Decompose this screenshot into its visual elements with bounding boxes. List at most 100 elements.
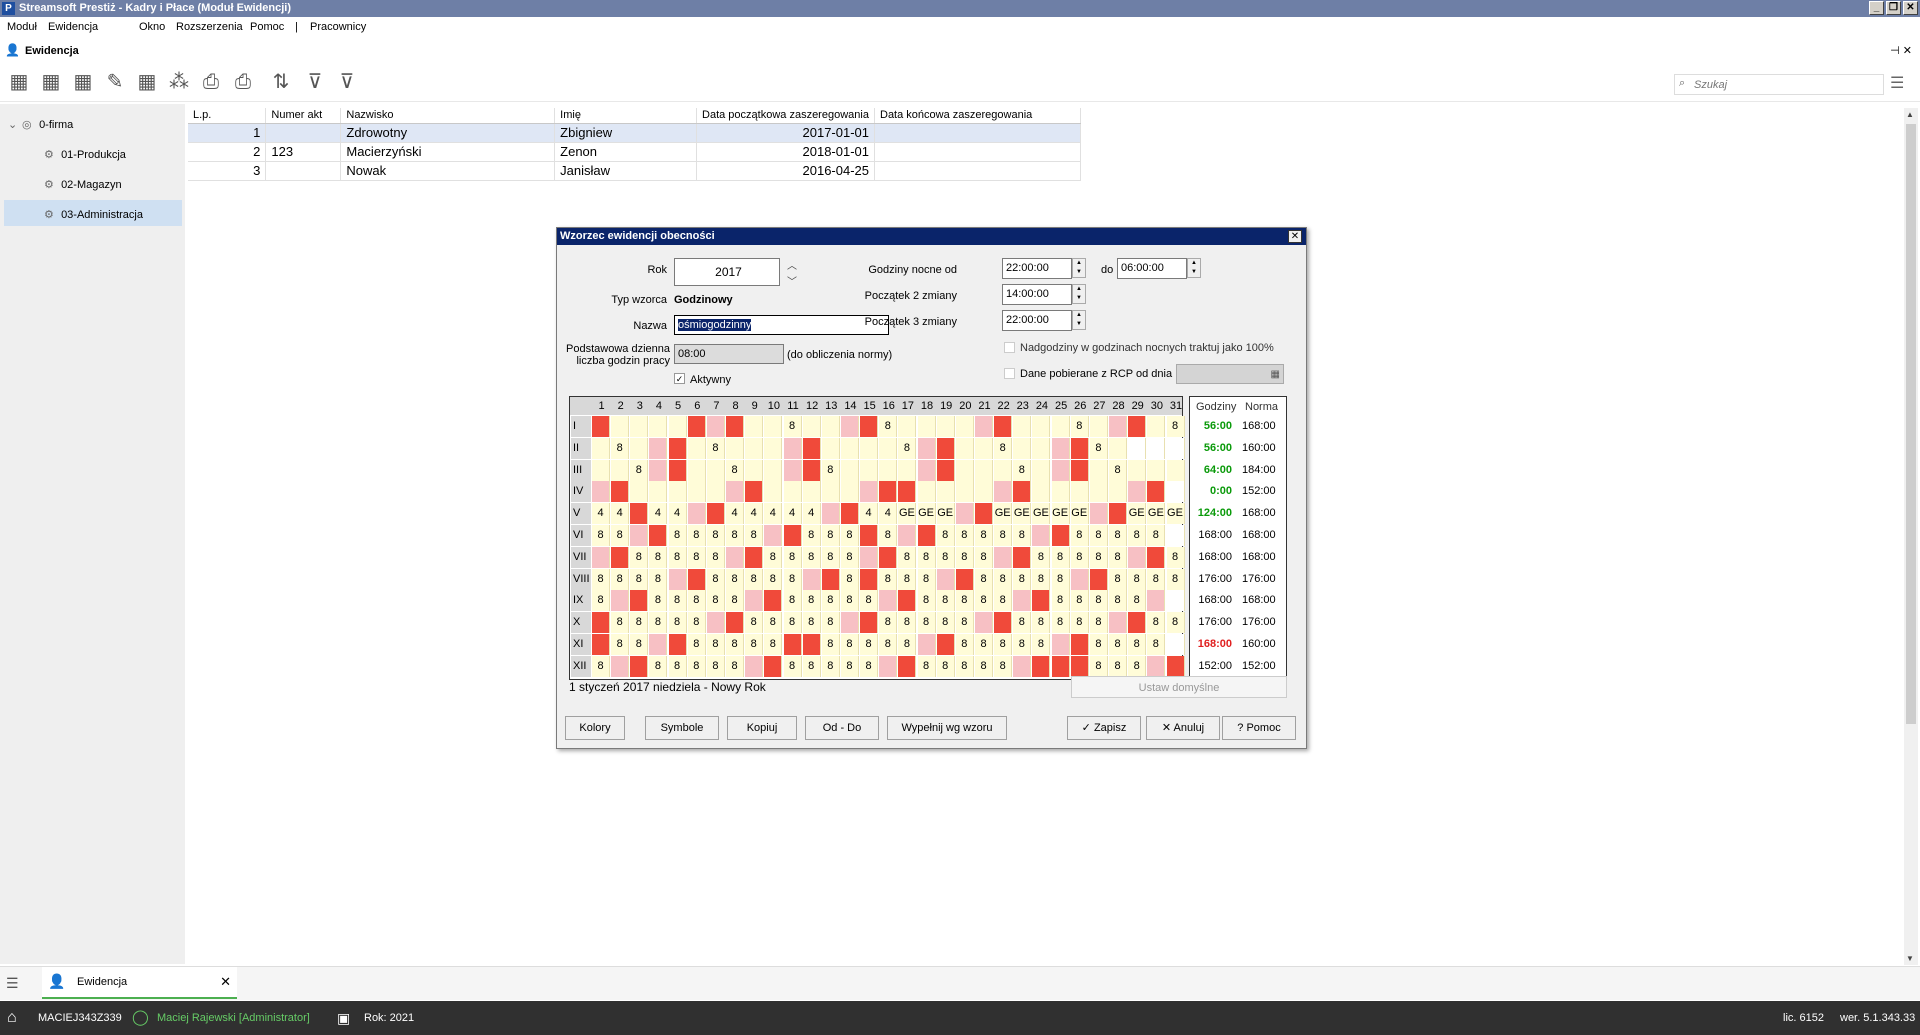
day-cell[interactable]: GE xyxy=(1128,503,1147,525)
day-cell[interactable]: 8 xyxy=(1089,612,1108,634)
day-cell[interactable]: 8 xyxy=(783,655,802,677)
minimize-button[interactable]: _ xyxy=(1869,1,1884,15)
day-cell[interactable]: 8 xyxy=(840,655,859,677)
day-cell[interactable] xyxy=(668,481,687,503)
day-cell[interactable] xyxy=(630,481,649,503)
day-cell[interactable]: 8 xyxy=(668,612,687,634)
year-down-icon[interactable]: ﹀ xyxy=(787,277,797,288)
day-cell[interactable] xyxy=(783,525,802,546)
od-do-button[interactable]: Od - Do xyxy=(805,716,879,740)
day-cell[interactable]: 8 xyxy=(764,546,783,568)
day-cell[interactable] xyxy=(994,416,1013,437)
day-cell[interactable] xyxy=(1089,481,1108,503)
day-cell[interactable]: 4 xyxy=(726,503,745,525)
day-cell[interactable] xyxy=(649,416,668,437)
day-cell[interactable] xyxy=(1147,416,1166,437)
day-cell[interactable] xyxy=(917,416,936,437)
day-cell[interactable] xyxy=(1032,481,1051,503)
day-cell[interactable] xyxy=(706,481,725,503)
day-cell[interactable]: 8 xyxy=(1089,634,1108,655)
day-cell[interactable] xyxy=(821,568,840,590)
day-cell[interactable]: 8 xyxy=(936,655,955,677)
day-cell[interactable] xyxy=(1013,481,1032,503)
day-cell[interactable] xyxy=(668,437,687,459)
day-cell[interactable]: 8 xyxy=(630,568,649,590)
day-cell[interactable] xyxy=(840,612,859,634)
day-cell[interactable] xyxy=(1070,459,1089,481)
day-cell[interactable]: 8 xyxy=(745,634,764,655)
day-cell[interactable] xyxy=(879,481,898,503)
day-cell[interactable]: 8 xyxy=(1013,525,1032,546)
close-tab-icon[interactable]: ✕ xyxy=(220,974,231,989)
day-cell[interactable] xyxy=(975,503,993,525)
day-cell[interactable] xyxy=(764,590,783,612)
day-cell[interactable]: GE xyxy=(898,503,917,525)
day-cell[interactable]: 8 xyxy=(917,612,936,634)
day-cell[interactable] xyxy=(592,416,610,437)
day-cell[interactable]: 4 xyxy=(879,503,898,525)
day-cell[interactable] xyxy=(687,416,706,437)
day-cell[interactable] xyxy=(726,437,745,459)
restore-button[interactable]: ❐ xyxy=(1886,1,1901,15)
group-icon[interactable]: ⁂ xyxy=(169,71,189,93)
day-cell[interactable] xyxy=(1051,416,1070,437)
day-cell[interactable]: 8 xyxy=(687,546,706,568)
day-cell[interactable]: 8 xyxy=(898,634,917,655)
day-cell[interactable]: GE xyxy=(1013,503,1032,525)
day-cell[interactable] xyxy=(706,459,725,481)
day-cell[interactable] xyxy=(706,612,725,634)
menu-modul[interactable]: Moduł xyxy=(7,21,37,33)
table-row[interactable]: 2 123 Macierzyński Zenon 2018-01-01 xyxy=(188,142,1081,162)
day-cell[interactable]: 8 xyxy=(592,655,610,677)
day-cell[interactable]: 8 xyxy=(898,612,917,634)
year-up-icon[interactable]: ︿ xyxy=(787,261,797,272)
day-cell[interactable]: 8 xyxy=(1070,525,1089,546)
schedule-icon[interactable]: ▦ xyxy=(137,71,157,93)
day-cell[interactable] xyxy=(936,459,955,481)
day-cell[interactable]: 8 xyxy=(975,568,993,590)
day-cell[interactable] xyxy=(745,437,764,459)
day-cell[interactable]: 8 xyxy=(840,590,859,612)
day-cell[interactable]: 8 xyxy=(1147,525,1166,546)
nocne-od-field[interactable]: 22:00:00 xyxy=(1002,258,1072,279)
day-cell[interactable]: 8 xyxy=(840,546,859,568)
day-cell[interactable]: 8 xyxy=(649,568,668,590)
day-cell[interactable] xyxy=(783,459,802,481)
ustaw-domyslne-button[interactable]: Ustaw domyślne xyxy=(1071,676,1287,698)
day-cell[interactable]: 8 xyxy=(706,568,725,590)
day-cell[interactable]: 8 xyxy=(745,568,764,590)
col-numer-akt[interactable]: Numer akt xyxy=(265,108,342,124)
day-cell[interactable]: 8 xyxy=(917,546,936,568)
calendar-edit-icon[interactable]: ▦ xyxy=(41,71,61,93)
day-cell[interactable]: 8 xyxy=(879,525,898,546)
day-cell[interactable] xyxy=(1013,590,1032,612)
day-cell[interactable]: 8 xyxy=(706,525,725,546)
day-cell[interactable]: 8 xyxy=(1089,590,1108,612)
day-cell[interactable]: 8 xyxy=(994,437,1013,459)
day-cell[interactable] xyxy=(879,546,898,568)
day-cell[interactable]: 8 xyxy=(917,590,936,612)
day-cell[interactable] xyxy=(592,612,610,634)
day-cell[interactable]: 8 xyxy=(726,634,745,655)
day-cell[interactable] xyxy=(917,481,936,503)
day-cell[interactable] xyxy=(936,416,955,437)
day-cell[interactable] xyxy=(1109,503,1128,525)
day-cell[interactable] xyxy=(687,503,706,525)
day-cell[interactable] xyxy=(649,437,668,459)
day-cell[interactable]: 8 xyxy=(726,590,745,612)
day-cell[interactable]: 8 xyxy=(611,568,630,590)
kolory-button[interactable]: Kolory xyxy=(565,716,625,740)
day-cell[interactable]: 8 xyxy=(649,590,668,612)
calendar-list-icon[interactable]: ▦ xyxy=(73,71,93,93)
day-cell[interactable] xyxy=(1089,503,1108,525)
day-cell[interactable]: 8 xyxy=(1013,612,1032,634)
day-cell[interactable] xyxy=(840,481,859,503)
day-cell[interactable]: 8 xyxy=(783,416,802,437)
day-cell[interactable] xyxy=(592,634,610,655)
day-cell[interactable]: 8 xyxy=(1128,590,1147,612)
day-cell[interactable]: 8 xyxy=(879,612,898,634)
day-cell[interactable]: 8 xyxy=(840,634,859,655)
day-cell[interactable]: 8 xyxy=(1109,525,1128,546)
day-cell[interactable] xyxy=(668,634,687,655)
day-cell[interactable]: 8 xyxy=(936,546,955,568)
